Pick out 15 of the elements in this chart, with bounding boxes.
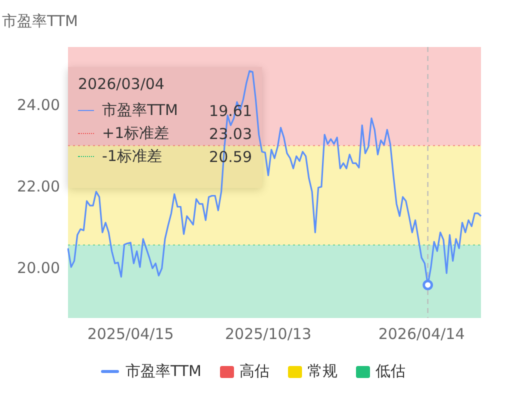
legend-label: +1标准差	[102, 124, 170, 143]
legend-label: 低估	[376, 362, 406, 381]
legend-label: 常规	[308, 362, 338, 381]
annotation: 2026/03/04	[78, 75, 166, 93]
y-tick-label: 20.00	[17, 258, 60, 277]
y-tick-label: 22.00	[17, 177, 60, 196]
y-tick-label: 24.00	[17, 96, 60, 114]
x-tick-label: 2025/10/13	[225, 324, 312, 343]
legend-label: 市盈率TTM	[102, 101, 180, 120]
x-tick-label: 2025/04/15	[87, 324, 174, 343]
text: 市盈率TTM	[125, 362, 202, 380]
x-tick-label: 2026/04/14	[378, 324, 465, 343]
legend-label: -1标准差	[102, 147, 163, 166]
y-axis-title: 市盈率TTM	[2, 12, 78, 31]
legend-label: 高估	[240, 362, 270, 381]
